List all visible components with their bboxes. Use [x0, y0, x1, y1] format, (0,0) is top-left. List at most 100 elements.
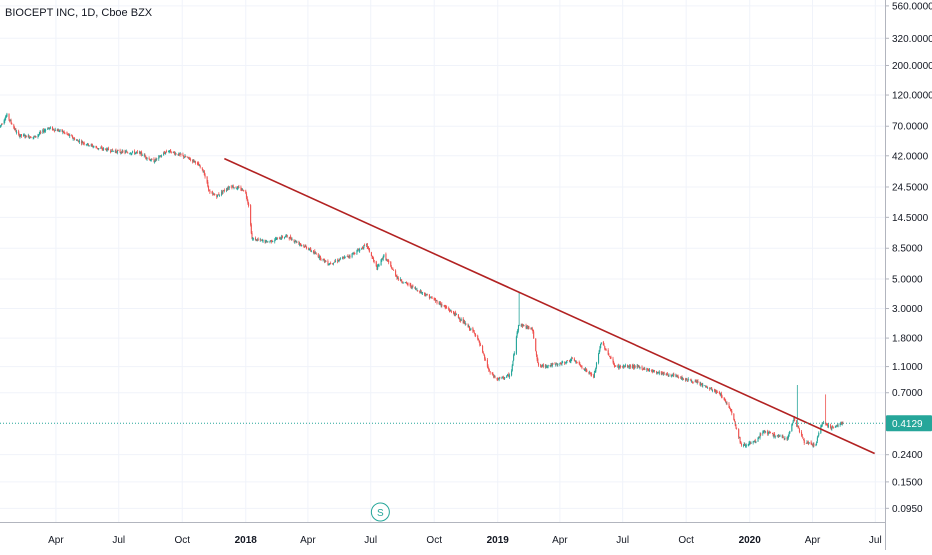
candle	[332, 262, 335, 266]
candle	[696, 379, 698, 383]
candle-body	[677, 374, 679, 377]
candle-body	[415, 288, 417, 290]
candle-body	[187, 157, 189, 159]
candle-body	[521, 324, 523, 326]
candle-body	[193, 159, 195, 162]
candle-body	[295, 240, 297, 243]
candle	[56, 128, 58, 132]
candle-body	[221, 190, 223, 193]
candle	[246, 195, 248, 202]
candle-body	[158, 156, 160, 159]
candle	[560, 362, 562, 365]
candle-body	[310, 250, 312, 252]
candle-body	[199, 166, 201, 168]
candle	[78, 140, 80, 143]
candle-body	[554, 363, 556, 365]
chart-title: BIOCEPT INC, 1D, Cboe BZX	[5, 7, 153, 19]
candle-body	[436, 300, 438, 303]
candle	[351, 253, 353, 259]
candle-body	[769, 431, 771, 433]
candle	[197, 161, 199, 166]
candle-body	[460, 319, 462, 322]
candle-body	[627, 364, 629, 368]
candle-body	[184, 155, 186, 158]
candle-body	[353, 253, 355, 255]
candle-body	[714, 390, 716, 393]
candle	[23, 133, 25, 136]
candle-body	[9, 120, 11, 122]
candle	[541, 364, 543, 368]
candle-body	[96, 147, 98, 149]
candle-body	[352, 252, 355, 254]
candle	[261, 239, 263, 241]
candle	[506, 373, 508, 377]
candle-body	[16, 131, 18, 133]
candle	[446, 305, 448, 309]
candle-body	[28, 135, 30, 138]
price-axis[interactable]: 560.0000320.0000200.0000120.000070.00004…	[885, 1, 932, 515]
candle	[334, 259, 336, 263]
split-marker[interactable]: S	[370, 502, 390, 522]
candle-body	[786, 438, 788, 440]
time-tick-label: Jul	[869, 535, 882, 546]
time-tick-label: Oct	[426, 535, 442, 546]
candle	[68, 134, 70, 137]
candle	[733, 413, 735, 421]
candle-body	[183, 157, 185, 158]
candle	[243, 190, 245, 192]
candle-body	[463, 321, 465, 324]
candle-body	[661, 372, 663, 375]
candle-body	[702, 384, 704, 386]
candle-body	[395, 275, 397, 277]
candle	[718, 390, 720, 394]
candle-body	[489, 371, 491, 373]
candle	[300, 243, 302, 246]
candle	[305, 244, 307, 248]
candle-body	[784, 437, 786, 439]
candle	[782, 434, 784, 439]
candle-body	[571, 358, 573, 361]
candle-body	[216, 195, 218, 198]
candle	[375, 260, 377, 267]
candle-body	[474, 333, 476, 335]
candle	[455, 313, 457, 316]
candle-body	[506, 375, 508, 376]
candle-body	[373, 260, 375, 262]
candle-body	[472, 327, 474, 332]
candle-body	[163, 153, 165, 156]
candle-body	[216, 194, 219, 197]
candle	[638, 365, 640, 369]
candle	[836, 424, 838, 427]
candle-body	[508, 374, 510, 377]
candle	[295, 240, 297, 244]
trendline[interactable]	[224, 157, 875, 455]
time-axis[interactable]: Apr Jul Oct 2018 Apr Jul Oct 2019 Apr Jul Oct 2020 A…	[48, 535, 882, 546]
candle	[477, 338, 479, 341]
candle-body	[103, 148, 105, 150]
candle	[742, 444, 745, 448]
candle	[231, 186, 233, 190]
candle	[353, 251, 355, 256]
candle-body	[71, 134, 73, 137]
candle	[412, 284, 414, 288]
candle-body	[149, 159, 151, 161]
candle	[641, 365, 643, 370]
candle-body	[810, 441, 812, 445]
candle-body	[600, 342, 602, 345]
candle	[702, 382, 704, 388]
candle	[85, 144, 87, 146]
candle	[530, 327, 532, 330]
candle-body	[488, 368, 490, 370]
candle	[827, 423, 829, 428]
candle-body	[487, 365, 489, 369]
candle-body	[0, 124, 2, 126]
candle-body	[602, 341, 604, 346]
candle	[337, 258, 339, 264]
candle	[125, 150, 127, 154]
candle-body	[773, 434, 775, 437]
candle	[783, 438, 785, 441]
candle	[88, 144, 90, 147]
candle	[561, 360, 563, 366]
